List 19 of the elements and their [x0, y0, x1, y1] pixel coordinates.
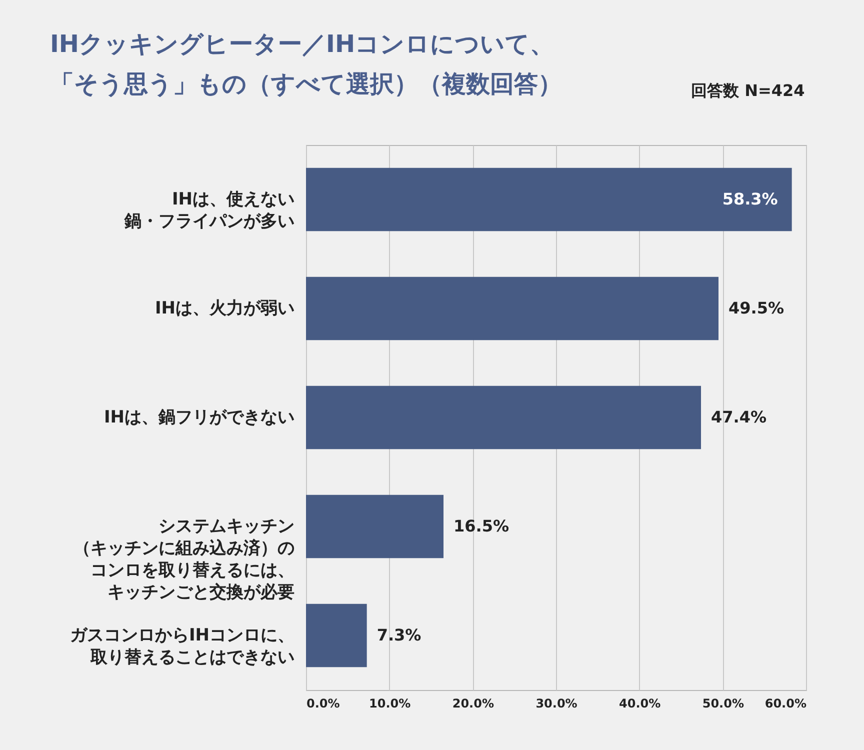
x-tick-label: 50.0%	[702, 696, 744, 710]
data-label: 47.4%	[711, 408, 767, 426]
y-tick-label: IHは、火力が弱い	[154, 298, 294, 318]
x-tick-label: 20.0%	[452, 696, 494, 710]
data-label: 58.3%	[722, 190, 778, 208]
y-tick-label: システムキッチン（キッチンに組み込み済）のコンロを取り替えるには、キッチンごと交換が必要	[74, 516, 294, 602]
chart-title: IHクッキングヒーター／IHコンロについて、「そう思う」もの（すべて選択）（複数回答）	[50, 30, 562, 98]
data-label: 49.5%	[728, 298, 784, 318]
x-tick-label: 40.0%	[619, 696, 661, 710]
y-tick-label: IHは、使えない鍋・フライパンが多い	[124, 190, 294, 232]
data-label: 16.5%	[454, 516, 510, 536]
x-tick-label: 0.0%	[306, 696, 340, 710]
x-tick-label: 10.0%	[369, 696, 411, 710]
x-tick-label: 30.0%	[536, 696, 578, 710]
y-tick-label: IHは、鍋フリができない	[104, 408, 294, 428]
x-tick-label: 60.0%	[764, 696, 806, 710]
data-label: 7.3%	[376, 626, 422, 644]
text: 回答数 N=424	[691, 81, 805, 100]
y-tick-label: ガスコンロからIHコンロに、取り替えることはできない	[70, 626, 294, 668]
